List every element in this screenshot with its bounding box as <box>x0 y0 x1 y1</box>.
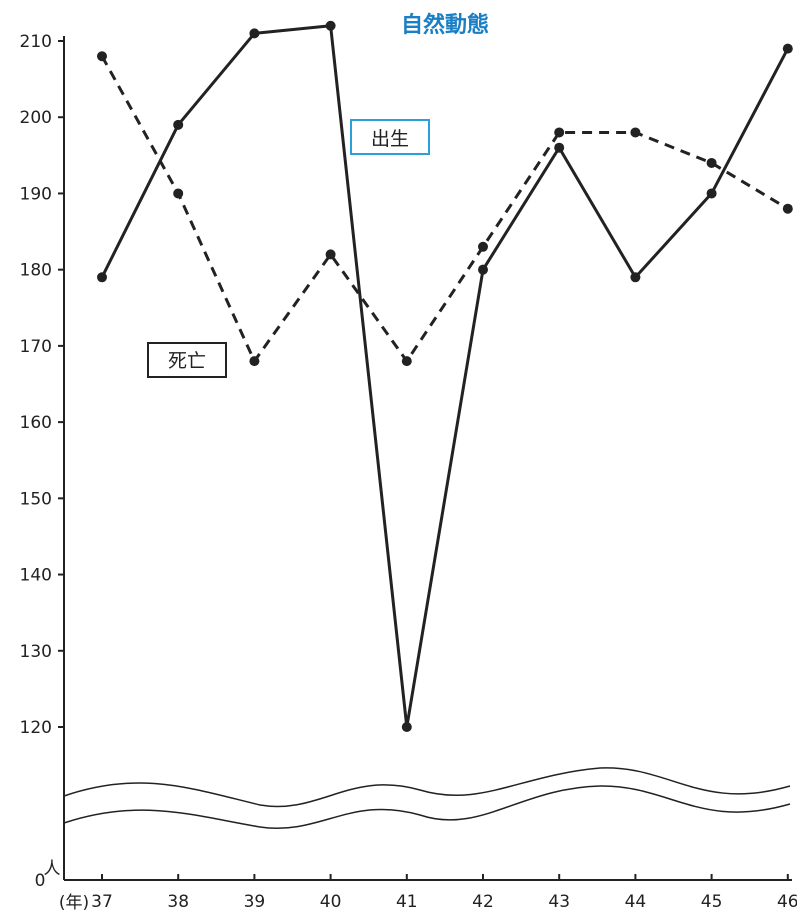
y-tick-label: 160 <box>20 413 52 433</box>
x-tick-label: 40 <box>320 892 342 912</box>
data-point <box>630 127 641 138</box>
y-tick-label: 170 <box>20 337 52 357</box>
x-ticks: 37 38 39 40 41 42 43 44 45 46 <box>91 874 797 912</box>
x-tick-label: 39 <box>244 892 266 912</box>
y-tick-label: 120 <box>20 718 52 738</box>
birth-label: 出生 <box>371 128 409 150</box>
data-point <box>478 241 488 252</box>
birth-label-box: 出生 <box>350 119 430 155</box>
x-tick-label: 46 <box>777 892 797 912</box>
data-point <box>706 188 717 199</box>
death-label: 死亡 <box>168 350 206 372</box>
y-tick-label: 190 <box>20 184 52 204</box>
data-point <box>173 119 184 130</box>
data-point <box>554 142 565 153</box>
data-point <box>401 356 412 367</box>
y-tick-label: 210 <box>20 32 52 52</box>
y-tick-label: 140 <box>20 566 52 586</box>
x-tick-label: 43 <box>548 892 570 912</box>
data-point <box>782 43 793 54</box>
data-point <box>782 203 793 214</box>
data-point <box>325 249 336 260</box>
x-unit-label: (年) <box>59 893 89 913</box>
data-point <box>97 272 107 283</box>
y-zero-label: 0 <box>35 871 46 891</box>
data-point <box>97 51 107 62</box>
x-tick-label: 44 <box>625 892 647 912</box>
x-tick-label: 38 <box>167 892 189 912</box>
series-line-death <box>100 55 789 363</box>
series-line-birth <box>100 24 790 729</box>
data-point <box>554 127 565 138</box>
data-point <box>249 28 260 39</box>
y-tick-label: 200 <box>20 108 52 128</box>
data-point <box>325 20 336 31</box>
x-tick-label: 41 <box>396 892 418 912</box>
data-point <box>173 188 184 199</box>
data-point <box>630 272 641 283</box>
x-tick-label: 42 <box>472 892 494 912</box>
axis-break <box>63 767 791 829</box>
y-ticks: 120 130 140 150 160 170 180 190 200 210 <box>20 32 64 738</box>
data-point <box>249 356 260 367</box>
data-point <box>706 157 717 168</box>
y-tick-label: 180 <box>20 261 52 281</box>
data-point <box>478 264 488 275</box>
series-layer <box>97 20 793 732</box>
y-unit-label: 人 <box>44 859 61 879</box>
y-tick-label: 130 <box>20 642 52 662</box>
death-label-box: 死亡 <box>147 342 227 378</box>
x-tick-label: 45 <box>701 892 723 912</box>
x-tick-label: 37 <box>91 892 113 912</box>
chart-title: 自然動態 <box>401 12 489 38</box>
data-point <box>401 722 412 732</box>
y-tick-label: 150 <box>20 489 52 509</box>
